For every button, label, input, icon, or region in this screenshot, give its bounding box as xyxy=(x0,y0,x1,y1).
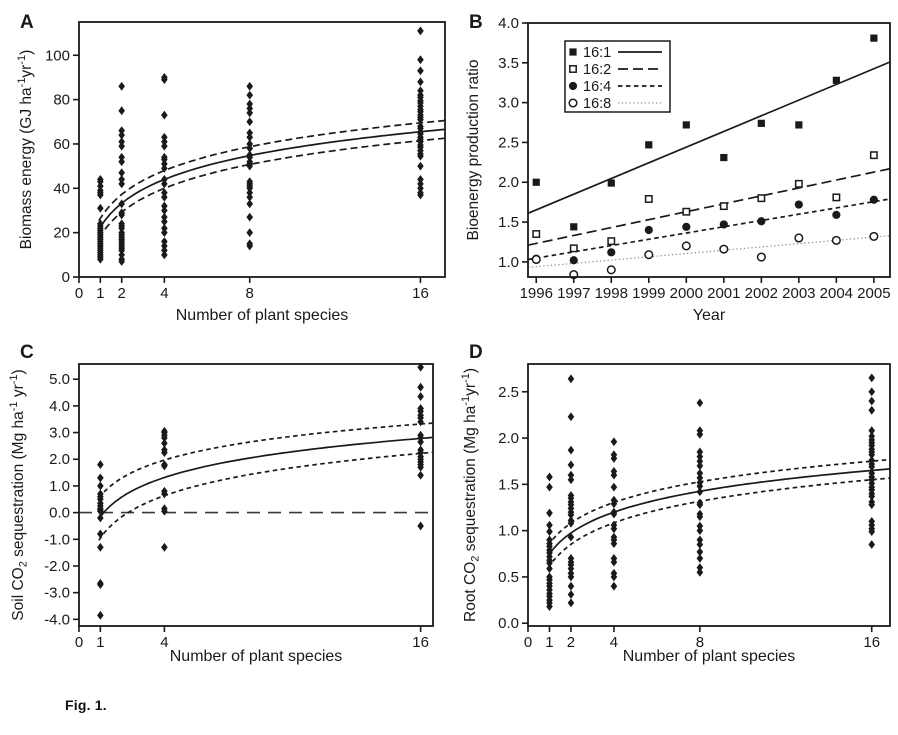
svg-text:5.0: 5.0 xyxy=(49,371,70,388)
svg-text:-4.0: -4.0 xyxy=(44,611,70,628)
svg-text:4: 4 xyxy=(160,285,168,302)
svg-text:60: 60 xyxy=(53,136,70,153)
svg-text:4.0: 4.0 xyxy=(49,398,70,415)
figure-bottom-row: 0 1 4 16 -4.0 -3.0 -2.0 -1.0 0.0 1.0 2.0 3.0 4.0 5.0 N… xyxy=(0,330,898,680)
svg-text:4: 4 xyxy=(160,634,168,651)
svg-text:2002: 2002 xyxy=(745,285,778,302)
panel-d-chart: 0 1 2 4 8 16 0.0 0.5 1.0 1.5 2.0 2.5 Number of plant… xyxy=(449,330,898,680)
svg-text:2003: 2003 xyxy=(782,285,815,302)
svg-text:-3.0: -3.0 xyxy=(44,585,70,602)
svg-text:8: 8 xyxy=(246,285,254,302)
svg-text:Soil CO2 sequestration (Mg ha-: Soil CO2 sequestration (Mg ha-1 yr-1) xyxy=(8,369,30,620)
svg-text:C: C xyxy=(20,342,34,363)
svg-text:0.0: 0.0 xyxy=(498,615,519,632)
svg-text:0: 0 xyxy=(524,634,532,651)
svg-text:B: B xyxy=(469,12,483,33)
svg-text:Number of plant species: Number of plant species xyxy=(176,307,349,324)
svg-text:16:8: 16:8 xyxy=(583,96,611,112)
svg-text:Root CO2 sequestration (Mg ha-: Root CO2 sequestration (Mg ha-1yr-1) xyxy=(460,368,482,622)
panel-c-chart: 0 1 4 16 -4.0 -3.0 -2.0 -1.0 0.0 1.0 2.0 3.0 4.0 5.0 N… xyxy=(0,330,449,680)
svg-text:2000: 2000 xyxy=(670,285,703,302)
svg-text:8: 8 xyxy=(696,634,704,651)
svg-text:Year: Year xyxy=(693,307,726,324)
svg-text:-1.0: -1.0 xyxy=(44,531,70,548)
svg-text:1: 1 xyxy=(545,634,553,651)
svg-text:Number of plant species: Number of plant species xyxy=(170,648,343,665)
svg-text:0: 0 xyxy=(62,269,70,286)
svg-text:100: 100 xyxy=(45,47,70,64)
svg-text:0.5: 0.5 xyxy=(498,569,519,586)
figure-top-row: 0 1 2 4 8 16 0 20 40 60 80 100 Number of plant speci… xyxy=(0,0,898,330)
svg-text:16:4: 16:4 xyxy=(583,79,611,95)
svg-text:2.0: 2.0 xyxy=(498,174,519,191)
svg-text:1: 1 xyxy=(96,634,104,651)
svg-text:1996: 1996 xyxy=(520,285,553,302)
svg-text:3.0: 3.0 xyxy=(49,425,70,442)
svg-text:0: 0 xyxy=(75,634,83,651)
figure-caption: Fig. 1. xyxy=(65,697,107,713)
svg-text:1.5: 1.5 xyxy=(498,214,519,231)
svg-text:0.0: 0.0 xyxy=(49,505,70,522)
svg-text:A: A xyxy=(20,12,34,33)
svg-text:3.5: 3.5 xyxy=(498,55,519,72)
svg-text:2.0: 2.0 xyxy=(49,451,70,468)
svg-text:1.0: 1.0 xyxy=(498,254,519,271)
svg-text:Number of plant species: Number of plant species xyxy=(623,648,796,665)
svg-text:1.5: 1.5 xyxy=(498,476,519,493)
svg-text:1.0: 1.0 xyxy=(49,478,70,495)
svg-text:2.5: 2.5 xyxy=(498,134,519,151)
svg-text:16:2: 16:2 xyxy=(583,62,611,78)
svg-text:1: 1 xyxy=(96,285,104,302)
svg-text:1997: 1997 xyxy=(557,285,590,302)
svg-text:16:1: 16:1 xyxy=(583,45,611,61)
svg-text:2001: 2001 xyxy=(707,285,740,302)
svg-text:4: 4 xyxy=(610,634,618,651)
svg-text:4.0: 4.0 xyxy=(498,15,519,32)
svg-text:16: 16 xyxy=(412,285,429,302)
svg-text:16: 16 xyxy=(863,634,880,651)
svg-text:80: 80 xyxy=(53,92,70,109)
svg-text:2.0: 2.0 xyxy=(498,430,519,447)
svg-text:2004: 2004 xyxy=(820,285,853,302)
svg-text:40: 40 xyxy=(53,180,70,197)
svg-text:-2.0: -2.0 xyxy=(44,558,70,575)
panel-b-chart: 1996 1997 1998 1999 2000 2001 2002 2003 2004 2005… xyxy=(449,0,898,330)
svg-text:1999: 1999 xyxy=(632,285,665,302)
svg-text:1998: 1998 xyxy=(595,285,628,302)
svg-text:Bioenergy production ratio: Bioenergy production ratio xyxy=(465,60,482,241)
svg-text:2.5: 2.5 xyxy=(498,384,519,401)
svg-text:16: 16 xyxy=(412,634,429,651)
svg-text:3.0: 3.0 xyxy=(498,95,519,112)
svg-text:D: D xyxy=(469,342,483,363)
svg-text:1.0: 1.0 xyxy=(498,523,519,540)
svg-text:2: 2 xyxy=(118,285,126,302)
svg-text:0: 0 xyxy=(75,285,83,302)
svg-text:20: 20 xyxy=(53,225,70,242)
svg-text:2005: 2005 xyxy=(857,285,890,302)
svg-text:2: 2 xyxy=(567,634,575,651)
svg-text:Biomass energy (GJ ha-1yr-1): Biomass energy (GJ ha-1yr-1) xyxy=(16,50,35,250)
